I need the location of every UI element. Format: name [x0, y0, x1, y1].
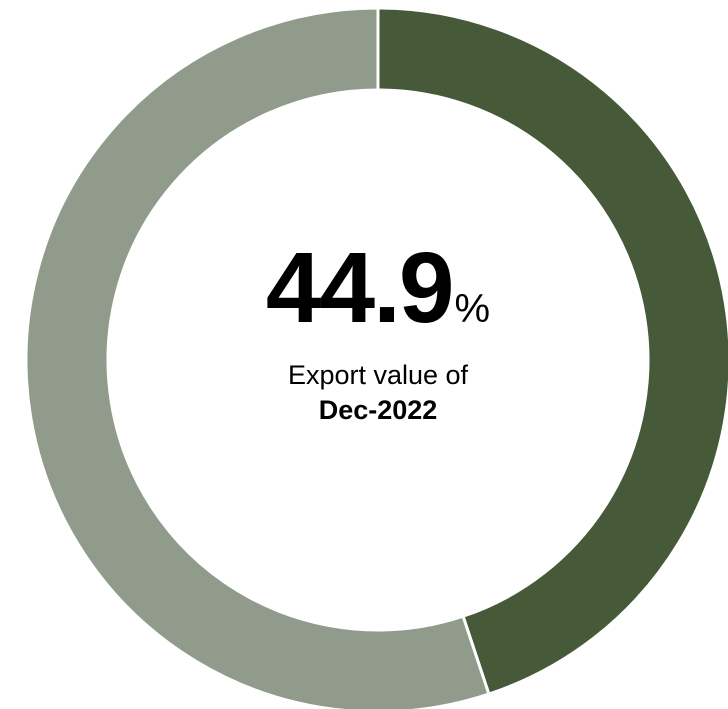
center-value: 44.9%: [174, 238, 582, 338]
donut-slice-remainder: [24, 6, 491, 709]
center-date: Dec-2022: [318, 395, 438, 426]
center-value-unit: %: [454, 287, 491, 331]
donut-slice-export-share: [376, 6, 728, 696]
center-label: 44.9% Export value of Dec-2022: [174, 238, 582, 428]
center-value-number: 44.9: [265, 232, 455, 344]
center-caption: Export value of: [287, 360, 469, 390]
